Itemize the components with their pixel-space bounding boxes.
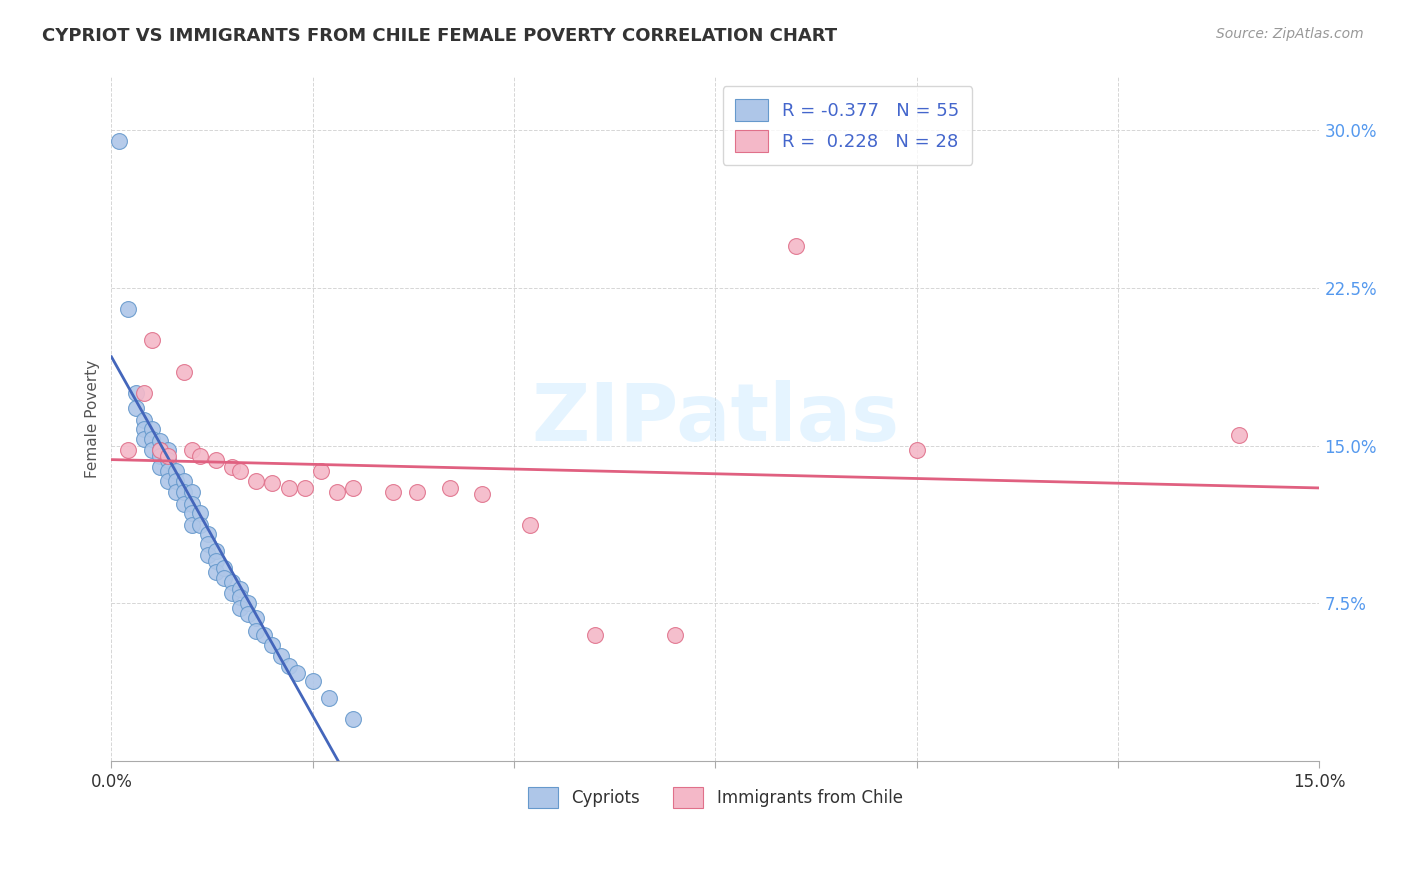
Point	[205, 453, 228, 467]
Point	[181, 498, 204, 512]
Point	[238, 607, 260, 621]
Point	[205, 554, 228, 568]
Point	[165, 484, 187, 499]
Point	[165, 475, 187, 489]
Point	[188, 506, 211, 520]
Point	[132, 386, 155, 401]
Point	[132, 432, 155, 446]
Point	[905, 442, 928, 457]
Point	[124, 386, 146, 401]
Point	[342, 712, 364, 726]
Point	[221, 575, 243, 590]
Point	[117, 301, 139, 316]
Point	[149, 459, 172, 474]
Point	[173, 475, 195, 489]
Point	[197, 548, 219, 562]
Point	[238, 596, 260, 610]
Point	[156, 449, 179, 463]
Point	[382, 484, 405, 499]
Point	[326, 484, 349, 499]
Point	[519, 518, 541, 533]
Point	[205, 543, 228, 558]
Y-axis label: Female Poverty: Female Poverty	[86, 360, 100, 478]
Point	[245, 611, 267, 625]
Point	[156, 442, 179, 457]
Point	[108, 134, 131, 148]
Point	[149, 442, 172, 457]
Point	[132, 413, 155, 427]
Point	[229, 582, 252, 596]
Point	[1227, 428, 1250, 442]
Point	[212, 560, 235, 574]
Point	[294, 481, 316, 495]
Point	[181, 442, 204, 457]
Point	[342, 481, 364, 495]
Point	[141, 432, 163, 446]
Point	[141, 334, 163, 348]
Point	[149, 442, 172, 457]
Point	[117, 442, 139, 457]
Point	[583, 628, 606, 642]
Point	[181, 518, 204, 533]
Point	[156, 464, 179, 478]
Point	[165, 464, 187, 478]
Point	[262, 639, 284, 653]
Point	[785, 238, 807, 252]
Point	[221, 459, 243, 474]
Point	[181, 484, 204, 499]
Point	[173, 498, 195, 512]
Point	[124, 401, 146, 415]
Point	[188, 518, 211, 533]
Point	[141, 422, 163, 436]
Point	[318, 690, 340, 705]
Point	[277, 481, 299, 495]
Point	[173, 365, 195, 379]
Point	[156, 453, 179, 467]
Point	[270, 648, 292, 663]
Point	[253, 628, 276, 642]
Point	[149, 434, 172, 449]
Point	[229, 464, 252, 478]
Point	[262, 476, 284, 491]
Legend: Cypriots, Immigrants from Chile: Cypriots, Immigrants from Chile	[522, 780, 910, 814]
Text: Source: ZipAtlas.com: Source: ZipAtlas.com	[1216, 27, 1364, 41]
Point	[156, 475, 179, 489]
Point	[439, 481, 461, 495]
Point	[245, 624, 267, 638]
Point	[664, 628, 686, 642]
Point	[229, 590, 252, 604]
Point	[141, 442, 163, 457]
Point	[406, 484, 429, 499]
Point	[285, 665, 308, 680]
Point	[197, 527, 219, 541]
Point	[212, 571, 235, 585]
Point	[188, 449, 211, 463]
Point	[309, 464, 332, 478]
Point	[229, 600, 252, 615]
Point	[245, 475, 267, 489]
Point	[181, 506, 204, 520]
Point	[277, 659, 299, 673]
Point	[173, 484, 195, 499]
Text: ZIPatlas: ZIPatlas	[531, 380, 900, 458]
Point	[301, 674, 323, 689]
Point	[205, 565, 228, 579]
Point	[471, 487, 494, 501]
Point	[221, 586, 243, 600]
Point	[132, 422, 155, 436]
Point	[197, 537, 219, 551]
Point	[149, 449, 172, 463]
Text: CYPRIOT VS IMMIGRANTS FROM CHILE FEMALE POVERTY CORRELATION CHART: CYPRIOT VS IMMIGRANTS FROM CHILE FEMALE …	[42, 27, 838, 45]
